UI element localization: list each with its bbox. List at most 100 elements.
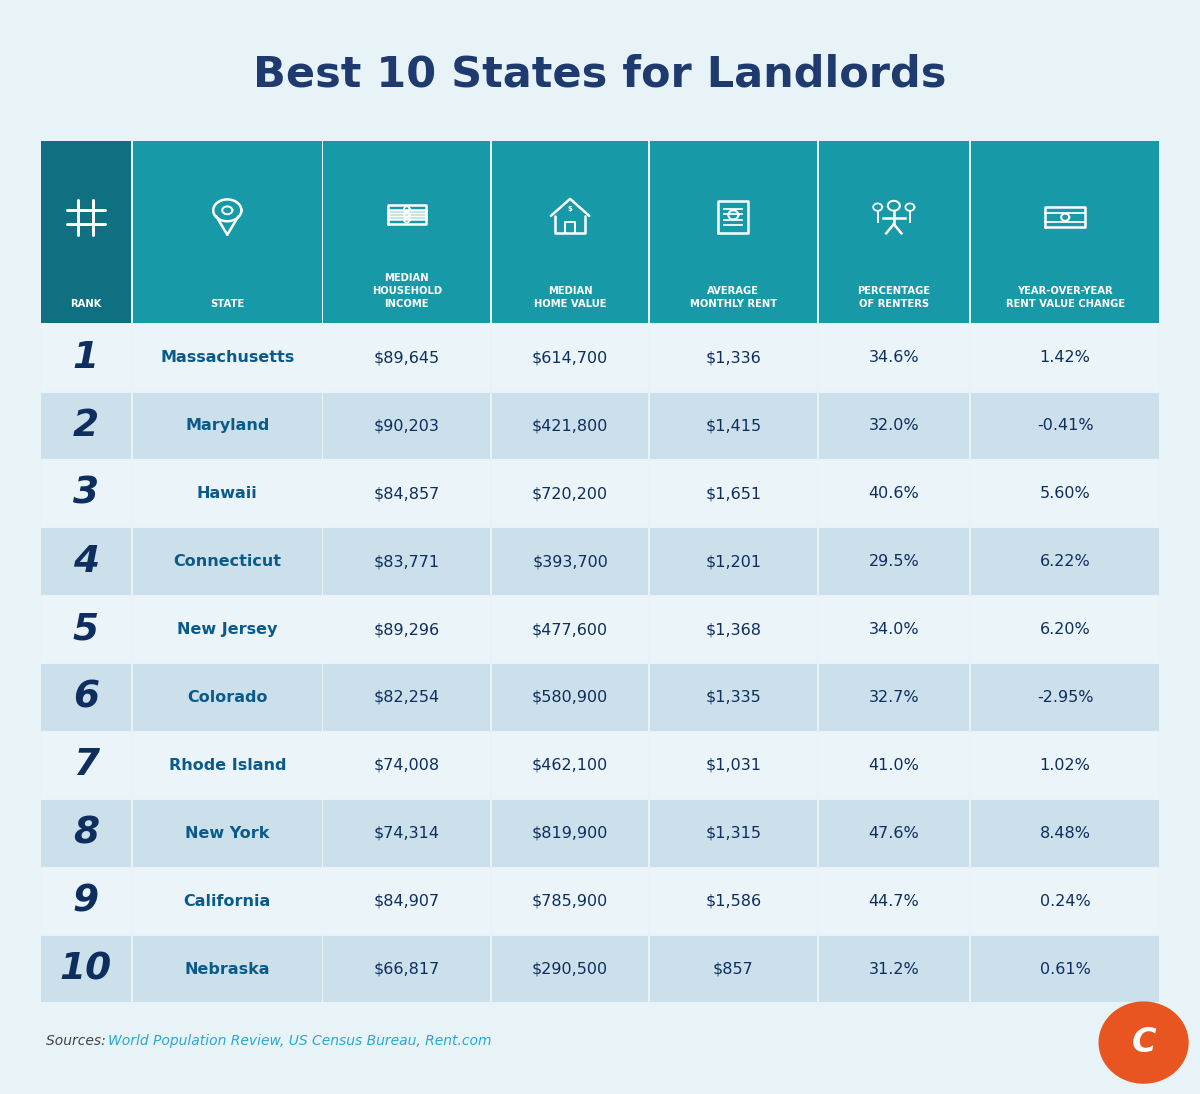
FancyBboxPatch shape <box>971 528 1159 595</box>
FancyBboxPatch shape <box>971 936 1159 1002</box>
FancyBboxPatch shape <box>133 936 322 1002</box>
Text: -0.41%: -0.41% <box>1037 418 1093 433</box>
Text: California: California <box>184 894 271 909</box>
Text: -2.95%: -2.95% <box>1037 690 1093 705</box>
Text: $1,415: $1,415 <box>706 418 761 433</box>
Text: $1,336: $1,336 <box>706 350 761 365</box>
Text: 32.7%: 32.7% <box>869 690 919 705</box>
Text: $66,817: $66,817 <box>373 962 440 977</box>
Text: World Population Review, US Census Bureau, Rent.com: World Population Review, US Census Burea… <box>108 1035 492 1048</box>
Text: $74,008: $74,008 <box>373 758 440 773</box>
Text: $580,900: $580,900 <box>532 690 608 705</box>
Text: 7: 7 <box>73 747 98 783</box>
FancyBboxPatch shape <box>818 936 970 1002</box>
Text: PERCENTAGE
OF RENTERS: PERCENTAGE OF RENTERS <box>857 286 930 309</box>
FancyBboxPatch shape <box>492 664 648 731</box>
Text: 8.48%: 8.48% <box>1039 826 1091 841</box>
Text: 2: 2 <box>73 408 98 444</box>
Text: $819,900: $819,900 <box>532 826 608 841</box>
FancyBboxPatch shape <box>41 393 131 458</box>
FancyBboxPatch shape <box>818 141 970 323</box>
FancyBboxPatch shape <box>818 869 970 934</box>
Text: Connecticut: Connecticut <box>173 554 281 569</box>
Text: 4: 4 <box>73 544 98 580</box>
Text: $82,254: $82,254 <box>373 690 440 705</box>
FancyBboxPatch shape <box>971 664 1159 731</box>
FancyBboxPatch shape <box>650 869 817 934</box>
Text: AVERAGE
MONTHLY RENT: AVERAGE MONTHLY RENT <box>690 286 776 309</box>
FancyBboxPatch shape <box>324 664 491 731</box>
FancyBboxPatch shape <box>324 800 491 866</box>
FancyBboxPatch shape <box>133 800 322 866</box>
FancyBboxPatch shape <box>492 393 648 458</box>
FancyBboxPatch shape <box>650 461 817 527</box>
FancyBboxPatch shape <box>41 800 131 866</box>
FancyBboxPatch shape <box>41 664 131 731</box>
Text: $614,700: $614,700 <box>532 350 608 365</box>
FancyBboxPatch shape <box>324 936 491 1002</box>
FancyBboxPatch shape <box>41 461 131 527</box>
Text: 8: 8 <box>73 815 98 851</box>
FancyBboxPatch shape <box>492 141 648 323</box>
FancyBboxPatch shape <box>650 732 817 799</box>
FancyBboxPatch shape <box>133 461 322 527</box>
Text: 6: 6 <box>73 679 98 715</box>
Text: $785,900: $785,900 <box>532 894 608 909</box>
FancyBboxPatch shape <box>133 141 322 323</box>
FancyBboxPatch shape <box>324 528 491 595</box>
Text: RANK: RANK <box>70 299 102 309</box>
FancyBboxPatch shape <box>41 528 131 595</box>
FancyBboxPatch shape <box>41 325 131 391</box>
Text: $83,771: $83,771 <box>373 554 440 569</box>
FancyBboxPatch shape <box>492 528 648 595</box>
FancyBboxPatch shape <box>492 732 648 799</box>
FancyBboxPatch shape <box>818 325 970 391</box>
FancyBboxPatch shape <box>41 936 131 1002</box>
FancyBboxPatch shape <box>41 732 131 799</box>
Text: Sources:: Sources: <box>46 1035 109 1048</box>
Text: $: $ <box>568 207 572 212</box>
Text: 9: 9 <box>73 883 98 919</box>
FancyBboxPatch shape <box>971 596 1159 663</box>
Text: $74,314: $74,314 <box>374 826 440 841</box>
Text: 41.0%: 41.0% <box>869 758 919 773</box>
FancyBboxPatch shape <box>650 528 817 595</box>
Text: $1,586: $1,586 <box>706 894 761 909</box>
FancyBboxPatch shape <box>492 596 648 663</box>
Text: 6.20%: 6.20% <box>1040 622 1091 637</box>
FancyBboxPatch shape <box>650 141 817 323</box>
FancyBboxPatch shape <box>324 732 491 799</box>
Text: 3: 3 <box>73 476 98 512</box>
Text: Hawaii: Hawaii <box>197 486 258 501</box>
Text: $720,200: $720,200 <box>532 486 608 501</box>
FancyBboxPatch shape <box>41 141 131 323</box>
FancyBboxPatch shape <box>492 936 648 1002</box>
Text: Maryland: Maryland <box>185 418 270 433</box>
Text: 29.5%: 29.5% <box>869 554 919 569</box>
Text: MEDIAN
HOUSEHOLD
INCOME: MEDIAN HOUSEHOLD INCOME <box>372 272 442 309</box>
FancyBboxPatch shape <box>971 325 1159 391</box>
Text: 31.2%: 31.2% <box>869 962 919 977</box>
FancyBboxPatch shape <box>492 800 648 866</box>
Text: $89,296: $89,296 <box>373 622 440 637</box>
Text: $1,368: $1,368 <box>706 622 761 637</box>
Text: $84,907: $84,907 <box>373 894 440 909</box>
FancyBboxPatch shape <box>818 461 970 527</box>
FancyBboxPatch shape <box>133 732 322 799</box>
FancyBboxPatch shape <box>324 141 491 323</box>
FancyBboxPatch shape <box>41 869 131 934</box>
Text: Massachusetts: Massachusetts <box>160 350 294 365</box>
FancyBboxPatch shape <box>818 528 970 595</box>
Text: $857: $857 <box>713 962 754 977</box>
Text: $1,201: $1,201 <box>706 554 761 569</box>
FancyBboxPatch shape <box>818 393 970 458</box>
FancyBboxPatch shape <box>650 393 817 458</box>
FancyBboxPatch shape <box>971 800 1159 866</box>
Text: $290,500: $290,500 <box>532 962 608 977</box>
Text: YEAR-OVER-YEAR
RENT VALUE CHANGE: YEAR-OVER-YEAR RENT VALUE CHANGE <box>1006 286 1124 309</box>
Text: 44.7%: 44.7% <box>869 894 919 909</box>
FancyBboxPatch shape <box>133 596 322 663</box>
Text: $84,857: $84,857 <box>373 486 440 501</box>
Text: Colorado: Colorado <box>187 690 268 705</box>
FancyBboxPatch shape <box>133 393 322 458</box>
